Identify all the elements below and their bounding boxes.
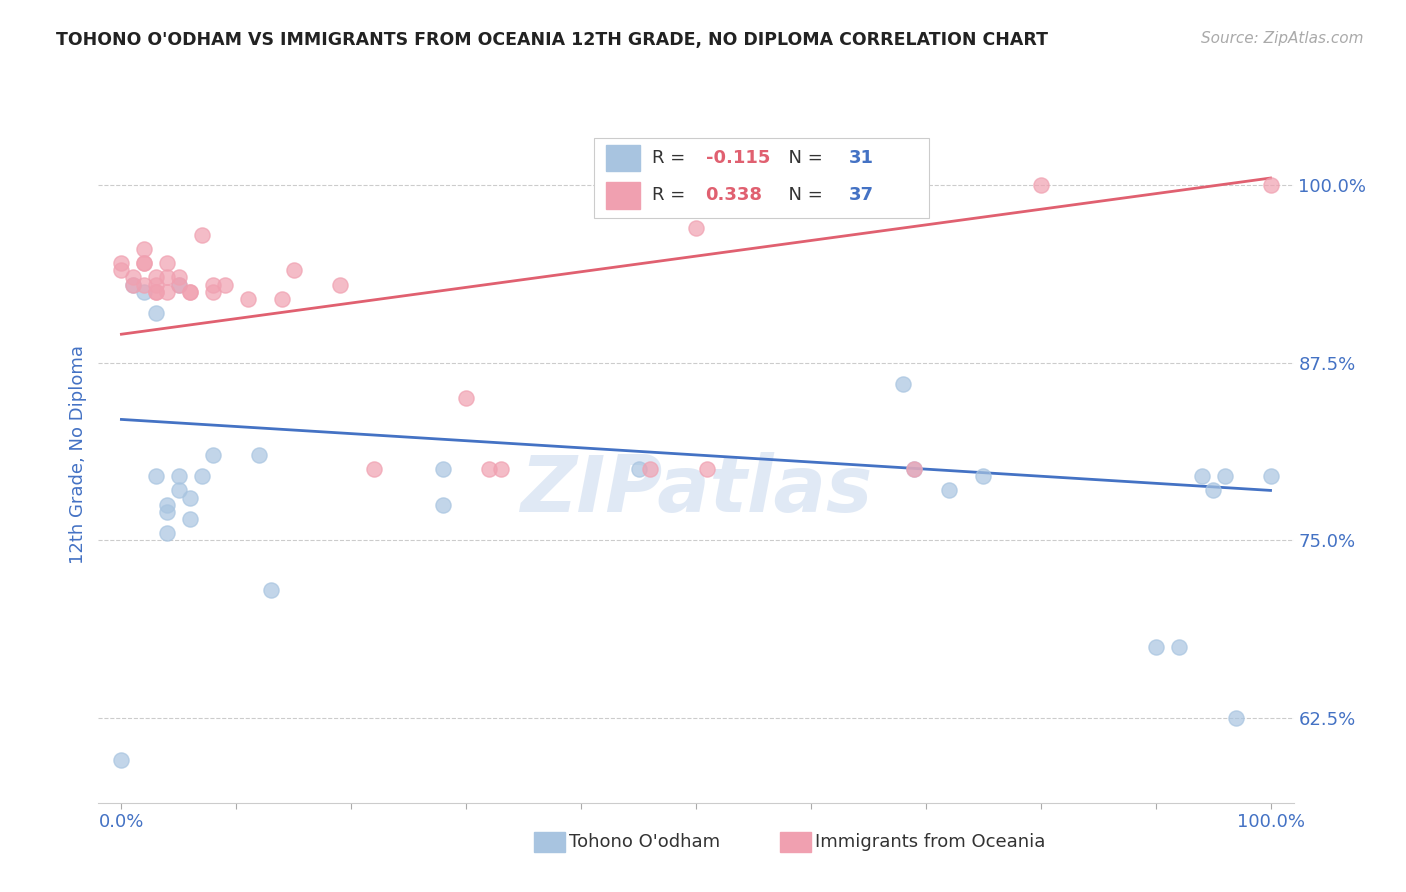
Point bbox=[271, 292, 294, 306]
Point bbox=[179, 285, 201, 299]
Point bbox=[1167, 640, 1189, 654]
Point bbox=[110, 753, 132, 767]
Text: Tohono O'odham: Tohono O'odham bbox=[569, 833, 720, 851]
Point bbox=[179, 512, 201, 526]
Point bbox=[1213, 469, 1236, 483]
Point bbox=[167, 483, 190, 498]
Text: Source: ZipAtlas.com: Source: ZipAtlas.com bbox=[1201, 31, 1364, 46]
Point bbox=[134, 277, 156, 292]
Point bbox=[456, 391, 478, 405]
Point bbox=[167, 277, 190, 292]
Point bbox=[191, 227, 214, 242]
Point bbox=[903, 462, 925, 476]
Point bbox=[134, 256, 156, 270]
Point bbox=[156, 256, 179, 270]
Point bbox=[122, 277, 145, 292]
Point bbox=[1144, 640, 1167, 654]
Text: 37: 37 bbox=[849, 186, 875, 204]
Point bbox=[156, 498, 179, 512]
FancyBboxPatch shape bbox=[606, 182, 640, 209]
Point bbox=[972, 469, 994, 483]
Point bbox=[1191, 469, 1213, 483]
Text: ZIPatlas: ZIPatlas bbox=[520, 451, 872, 528]
Point bbox=[179, 491, 201, 505]
Point bbox=[202, 277, 225, 292]
Point bbox=[134, 242, 156, 256]
Point bbox=[214, 277, 236, 292]
Text: N =: N = bbox=[778, 149, 828, 167]
Point bbox=[329, 277, 352, 292]
Text: N =: N = bbox=[778, 186, 828, 204]
Point bbox=[179, 285, 201, 299]
Text: R =: R = bbox=[652, 186, 690, 204]
Point bbox=[627, 462, 650, 476]
Point bbox=[1202, 483, 1225, 498]
Text: 31: 31 bbox=[849, 149, 875, 167]
Point bbox=[202, 285, 225, 299]
Point bbox=[167, 277, 190, 292]
Point bbox=[1225, 710, 1247, 724]
Point bbox=[156, 526, 179, 541]
Point bbox=[134, 256, 156, 270]
Point bbox=[145, 469, 167, 483]
Point bbox=[236, 292, 259, 306]
Point bbox=[363, 462, 385, 476]
Point bbox=[891, 376, 914, 391]
Point bbox=[145, 306, 167, 320]
Point bbox=[122, 270, 145, 285]
Point bbox=[432, 498, 454, 512]
Point bbox=[145, 285, 167, 299]
Y-axis label: 12th Grade, No Diploma: 12th Grade, No Diploma bbox=[69, 345, 87, 565]
Text: Immigrants from Oceania: Immigrants from Oceania bbox=[815, 833, 1046, 851]
FancyBboxPatch shape bbox=[595, 138, 929, 219]
Point bbox=[685, 220, 707, 235]
Point bbox=[145, 277, 167, 292]
Point bbox=[432, 462, 454, 476]
Point bbox=[167, 270, 190, 285]
Text: -0.115: -0.115 bbox=[706, 149, 770, 167]
Point bbox=[489, 462, 512, 476]
Point bbox=[1029, 178, 1052, 193]
Point bbox=[638, 462, 661, 476]
FancyBboxPatch shape bbox=[606, 145, 640, 171]
Point bbox=[283, 263, 305, 277]
Point bbox=[145, 285, 167, 299]
Point bbox=[145, 270, 167, 285]
Point bbox=[110, 256, 132, 270]
Point bbox=[202, 448, 225, 462]
Point bbox=[696, 462, 718, 476]
Point bbox=[478, 462, 501, 476]
Point bbox=[1260, 178, 1282, 193]
Point bbox=[1260, 469, 1282, 483]
Point bbox=[122, 277, 145, 292]
Point bbox=[247, 448, 270, 462]
Text: R =: R = bbox=[652, 149, 690, 167]
Point bbox=[156, 285, 179, 299]
Point bbox=[156, 270, 179, 285]
Point bbox=[167, 469, 190, 483]
Point bbox=[260, 582, 283, 597]
Text: TOHONO O'ODHAM VS IMMIGRANTS FROM OCEANIA 12TH GRADE, NO DIPLOMA CORRELATION CHA: TOHONO O'ODHAM VS IMMIGRANTS FROM OCEANI… bbox=[56, 31, 1049, 49]
Point bbox=[156, 505, 179, 519]
Point bbox=[191, 469, 214, 483]
Point bbox=[134, 285, 156, 299]
Point bbox=[110, 263, 132, 277]
Text: 0.338: 0.338 bbox=[706, 186, 762, 204]
Point bbox=[938, 483, 960, 498]
Point bbox=[903, 462, 925, 476]
